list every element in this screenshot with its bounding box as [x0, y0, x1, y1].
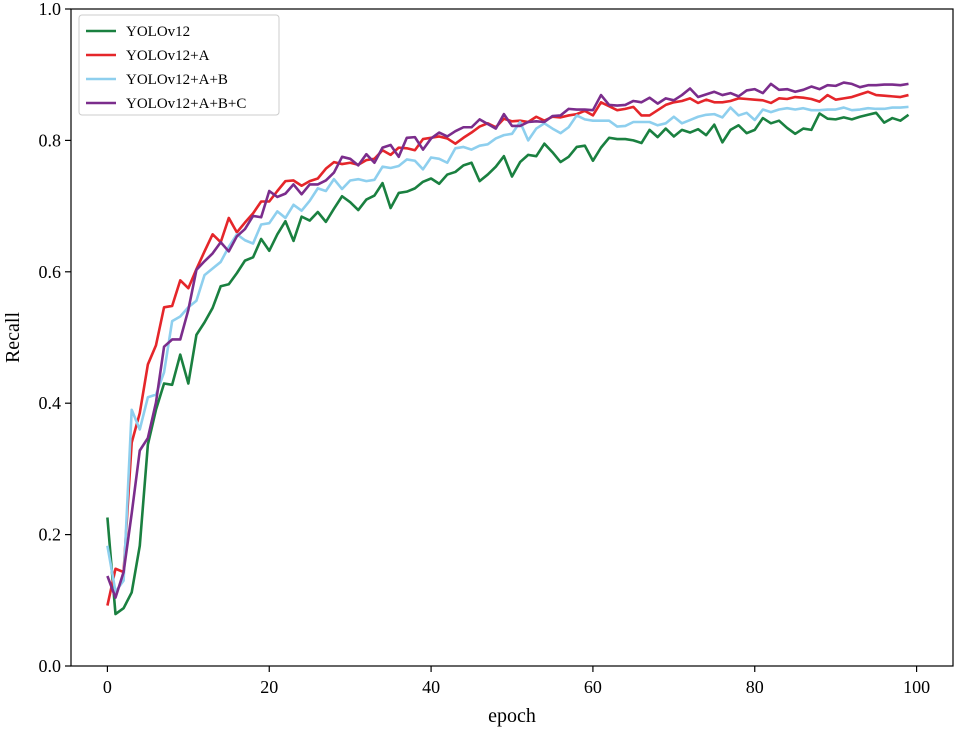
y-tick-label-3: 0.6	[39, 262, 62, 282]
x-tick-label-2: 40	[422, 677, 440, 697]
y-axis: 0.0 0.2 0.4 0.6 0.8 1.0	[39, 0, 71, 676]
x-axis-label: epoch	[488, 705, 536, 727]
y-tick-label-2: 0.4	[39, 393, 62, 413]
series-line-3	[106, 81, 909, 599]
legend: YOLOv12 YOLOv12+A YOLOv12+A+B YOLOv12+A+B+C	[78, 14, 280, 116]
series-layer	[106, 81, 910, 616]
legend-label-1: YOLOv12+A	[126, 48, 210, 64]
y-tick-label-0: 0.0	[39, 656, 62, 676]
x-tick-label-0: 0	[103, 677, 112, 697]
x-tick-label-4: 80	[746, 677, 764, 697]
series-line-0	[106, 111, 910, 616]
y-axis-label: Recall	[2, 312, 24, 364]
legend-box	[78, 14, 280, 116]
series-line-2	[106, 105, 909, 594]
y-tick-label-4: 0.8	[39, 130, 62, 150]
plot-frame	[70, 8, 954, 667]
legend-label-2: YOLOv12+A+B	[126, 72, 228, 88]
y-tick-label-1: 0.2	[39, 525, 62, 545]
legend-label-3: YOLOv12+A+B+C	[126, 96, 246, 112]
legend-label-0: YOLOv12	[126, 24, 190, 40]
x-tick-label-3: 60	[584, 677, 602, 697]
x-axis: 0 20 40 60 80 100	[103, 666, 930, 697]
x-tick-label-1: 20	[260, 677, 278, 697]
x-tick-label-5: 100	[903, 677, 930, 697]
y-tick-label-5: 1.0	[39, 0, 62, 19]
